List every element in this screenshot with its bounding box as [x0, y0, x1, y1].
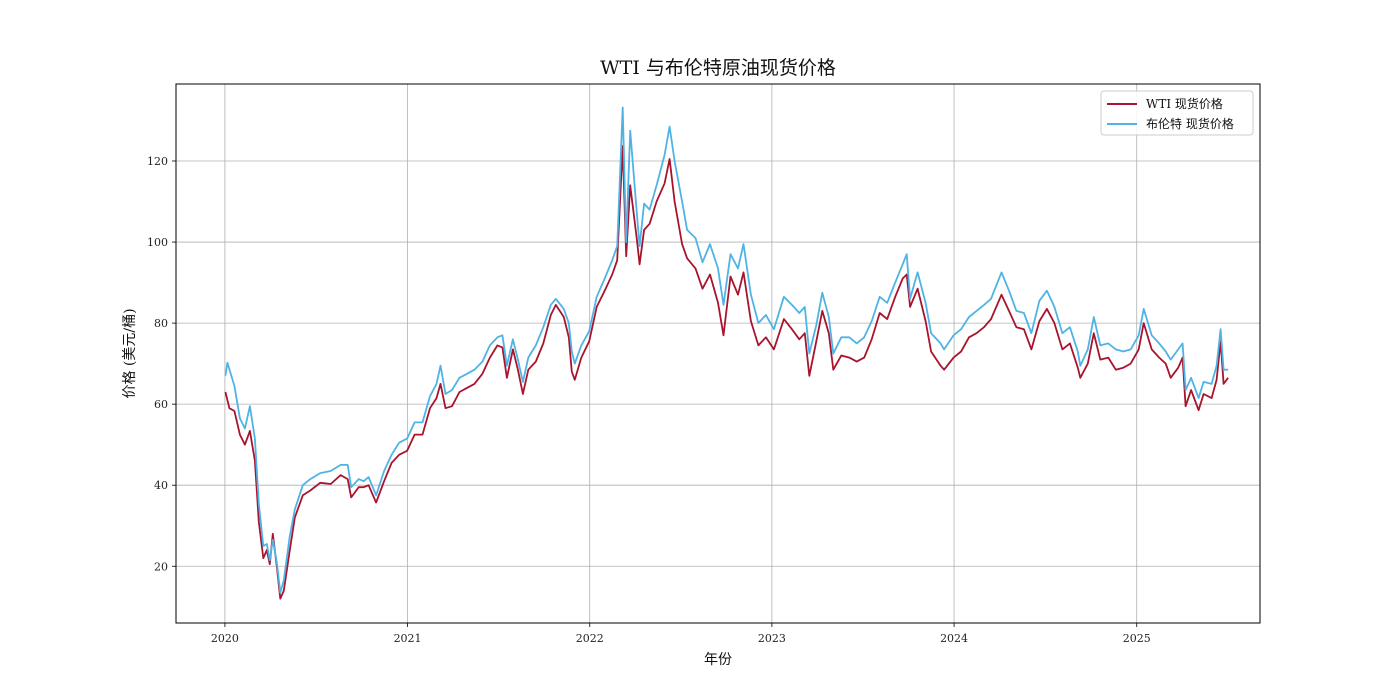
- y-tick-label: 40: [154, 479, 168, 492]
- x-tick-label: 2023: [758, 632, 786, 645]
- legend-label-wti: WTI 现货价格: [1146, 96, 1223, 111]
- x-tick-label: 2024: [940, 632, 968, 645]
- x-tick-label: 2025: [1123, 632, 1151, 645]
- x-axis-title: 年份: [704, 652, 732, 668]
- grid: [176, 84, 1260, 623]
- legend: WTI 现货价格 布伦特 现货价格: [1100, 90, 1254, 136]
- y-tick-label: 100: [147, 236, 168, 249]
- series-lines: [224, 106, 1229, 600]
- y-tick-label: 120: [147, 155, 168, 168]
- y-tick-label: 60: [154, 398, 168, 411]
- y-axis-ticks: 20 40 60 80 100 120: [147, 155, 176, 573]
- x-tick-label: 2021: [394, 632, 422, 645]
- y-tick-label: 80: [154, 317, 168, 330]
- legend-box: [1100, 90, 1254, 136]
- series-brent-line: [224, 106, 1229, 594]
- plot-area-frame: [175, 83, 1261, 624]
- y-tick-label: 20: [154, 560, 168, 573]
- legend-label-brent: 布伦特 现货价格: [1146, 116, 1234, 131]
- y-axis-title: 价格 (美元/桶): [122, 308, 138, 398]
- x-tick-label: 2022: [576, 632, 604, 645]
- x-tick-label: 2020: [211, 632, 239, 645]
- x-axis-ticks: 2020 2021 2022 2023 2024 2025: [211, 623, 1151, 645]
- chart-title: WTI 与布伦特原油现货价格: [600, 57, 836, 79]
- series-wti-line: [224, 145, 1229, 600]
